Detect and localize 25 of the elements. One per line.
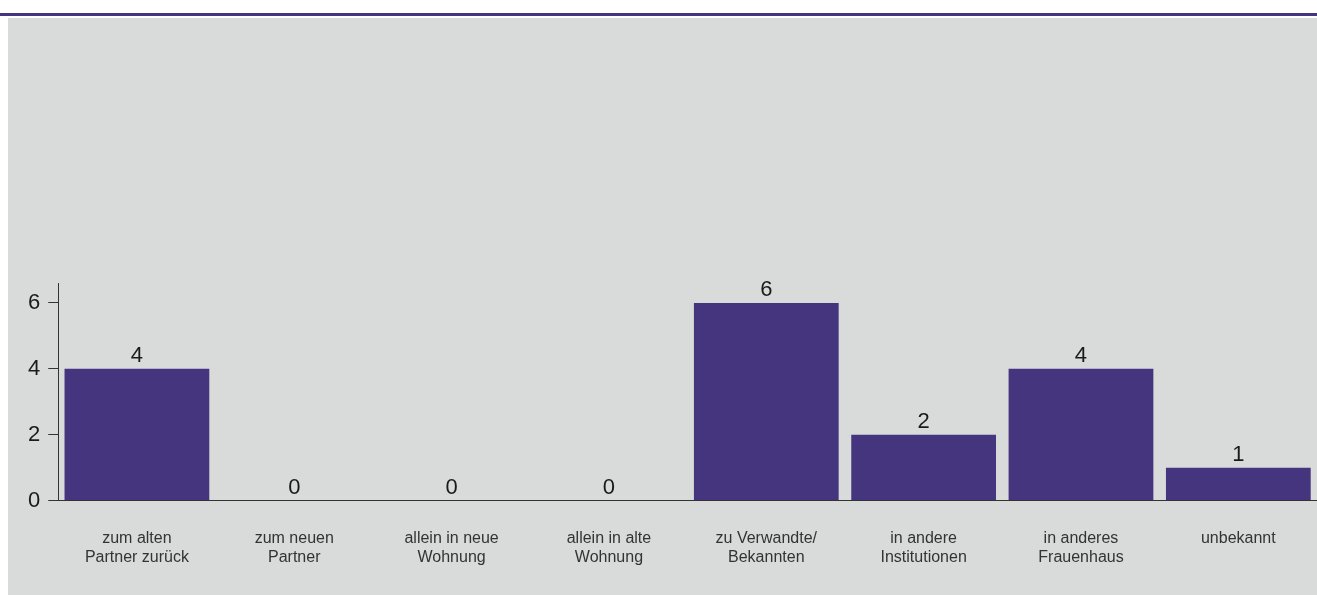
x-tick-label: in andere Institutionen	[880, 528, 967, 565]
data-label: 4	[130, 341, 144, 367]
bar	[851, 434, 997, 501]
data-label: 0	[602, 473, 616, 499]
y-tick-label: 0	[27, 486, 41, 512]
bar	[693, 302, 839, 501]
data-label: 4	[1074, 341, 1088, 367]
bar	[64, 368, 210, 501]
data-label: 2	[917, 407, 930, 433]
y-tick-label: 6	[27, 289, 41, 315]
x-tick-label: unbekannt	[1200, 528, 1277, 546]
y-tick-label: 2	[27, 420, 41, 446]
x-tick-label: zu Verwandte/ Bekannten	[715, 528, 818, 565]
data-label: 0	[445, 473, 458, 499]
data-label: 1	[1232, 440, 1245, 466]
data-label: 6	[760, 276, 773, 302]
data-label: 0	[288, 473, 301, 499]
bar	[1165, 467, 1311, 501]
x-tick-label: zum alten Partner zurück	[84, 528, 190, 565]
y-tick-label: 4	[27, 354, 41, 380]
x-tick-label: allein in neue Wohnung	[404, 528, 499, 565]
x-tick-label: zum neuen Partner	[254, 528, 334, 565]
x-tick-label: in anderes Frauenhaus	[1038, 528, 1124, 565]
x-tick-label: allein in alte Wohnung	[566, 528, 652, 565]
bar	[1008, 368, 1154, 501]
